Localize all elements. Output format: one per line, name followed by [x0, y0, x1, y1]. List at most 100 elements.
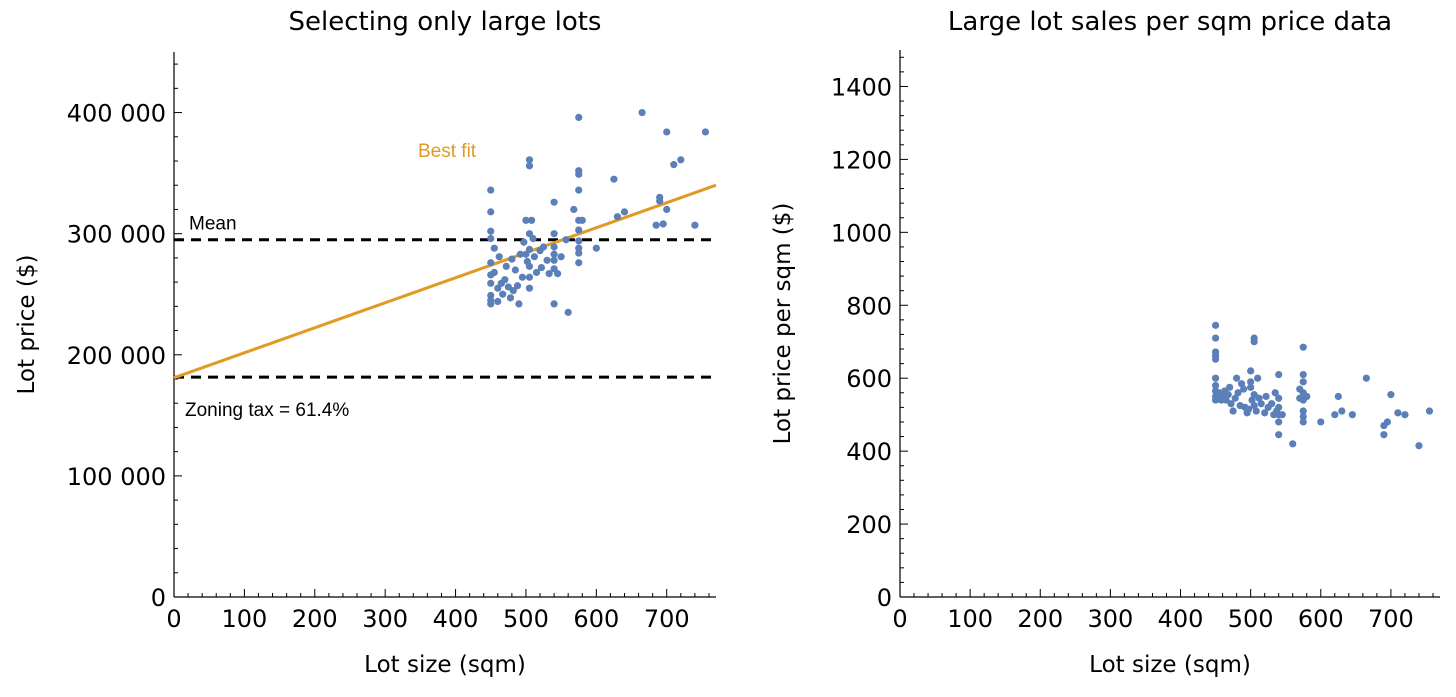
y-tick-label: 200: [846, 511, 892, 539]
data-point: [1233, 374, 1241, 382]
x-tick-label: 500: [503, 605, 549, 633]
data-point: [575, 170, 583, 178]
y-tick-label: 300 000: [67, 221, 166, 249]
data-point: [1387, 391, 1395, 399]
x-tick-label: 600: [1298, 605, 1344, 633]
y-tick-label: 0: [877, 584, 892, 612]
chart-title: Large lot sales per sqm price data: [948, 7, 1392, 37]
data-point: [575, 226, 583, 234]
zoning-tax-label: Zoning tax = 61.4%: [185, 400, 349, 421]
data-point: [1234, 389, 1242, 397]
axes: 0 100 200 300 400 500 600 700 0 100 000 200 000 300…: [67, 52, 716, 633]
data-point: [537, 263, 546, 272]
data-point: [620, 208, 629, 216]
data-point: [1211, 374, 1220, 382]
data-point: [490, 268, 498, 277]
data-point: [1401, 411, 1409, 419]
data-point: [525, 262, 534, 270]
reference-lines: [174, 238, 716, 379]
data-point: [557, 253, 565, 261]
data-point: [509, 286, 517, 295]
chart-lot-price: Selecting only large lots Lot size (sqm)…: [14, 7, 717, 678]
data-point: [1334, 392, 1342, 401]
data-point: [1254, 374, 1262, 382]
data-point: [578, 216, 586, 224]
x-tick-label: 700: [1368, 605, 1414, 633]
data-point: [550, 198, 558, 206]
data-point: [1247, 383, 1255, 391]
chart-title: Selecting only large lots: [289, 7, 602, 37]
data-point: [532, 268, 541, 277]
y-tick-label: 100 000: [67, 463, 166, 491]
data-points: [1211, 321, 1434, 450]
y-tick-label: 600: [846, 365, 892, 393]
data-point: [1275, 403, 1283, 411]
data-point: [1237, 380, 1246, 388]
data-point: [701, 128, 710, 136]
data-point: [1415, 442, 1423, 450]
data-point: [1240, 385, 1248, 393]
data-point: [487, 234, 495, 243]
data-point: [575, 186, 583, 194]
data-point: [1247, 367, 1255, 375]
data-point: [1257, 400, 1265, 408]
data-point: [670, 161, 678, 169]
data-point: [1275, 418, 1283, 426]
data-point: [1211, 334, 1220, 342]
data-point: [1224, 391, 1232, 399]
data-point: [1317, 418, 1325, 426]
data-point: [525, 156, 534, 164]
x-tick-label: 0: [166, 605, 181, 633]
data-point: [613, 213, 622, 221]
data-point: [1229, 407, 1237, 415]
data-point: [562, 236, 570, 244]
data-points: [487, 108, 710, 316]
data-point: [550, 300, 558, 308]
y-tick-label: 0: [151, 584, 166, 612]
data-point: [575, 237, 583, 245]
x-tick-label: 200: [292, 605, 338, 633]
data-point: [1380, 431, 1388, 439]
data-point: [550, 243, 558, 251]
data-point: [1348, 411, 1356, 419]
data-point: [543, 256, 551, 264]
chart-price-per-sqm: Large lot sales per sqm price data Lot s…: [770, 7, 1440, 678]
y-axis-label: Lot price per sqm ($): [770, 203, 796, 445]
data-point: [610, 175, 618, 183]
data-point: [487, 279, 495, 287]
data-point: [1252, 407, 1260, 415]
x-tick-label: 300: [362, 605, 408, 633]
data-point: [575, 249, 583, 257]
data-point: [1261, 409, 1269, 417]
x-axis-label: Lot size (sqm): [364, 652, 526, 678]
data-point: [592, 244, 600, 252]
data-point: [487, 227, 495, 235]
data-point: [659, 220, 667, 228]
data-point: [652, 221, 660, 229]
data-point: [554, 270, 562, 278]
data-point: [511, 266, 519, 274]
data-point: [663, 205, 671, 214]
data-point: [545, 270, 553, 278]
data-point: [638, 108, 646, 117]
data-point: [529, 234, 537, 243]
y-tick-label: 800: [846, 292, 892, 320]
data-point: [1211, 396, 1220, 404]
x-tick-label: 300: [1087, 605, 1133, 633]
data-point: [495, 253, 503, 261]
data-point: [1362, 374, 1370, 382]
best-fit-label: Best fit: [418, 141, 477, 162]
y-tick-label: 1000: [831, 219, 892, 247]
data-point: [1299, 418, 1307, 426]
data-point: [575, 259, 583, 267]
data-point: [1250, 401, 1258, 410]
x-tick-label: 100: [221, 605, 267, 633]
data-point: [1289, 440, 1297, 448]
data-point: [550, 250, 558, 258]
y-tick-label: 400: [846, 438, 892, 466]
data-point: [1278, 411, 1286, 419]
x-axis-label: Lot size (sqm): [1089, 652, 1251, 678]
data-point: [677, 156, 685, 164]
data-point: [570, 205, 578, 214]
data-point: [1383, 418, 1392, 426]
